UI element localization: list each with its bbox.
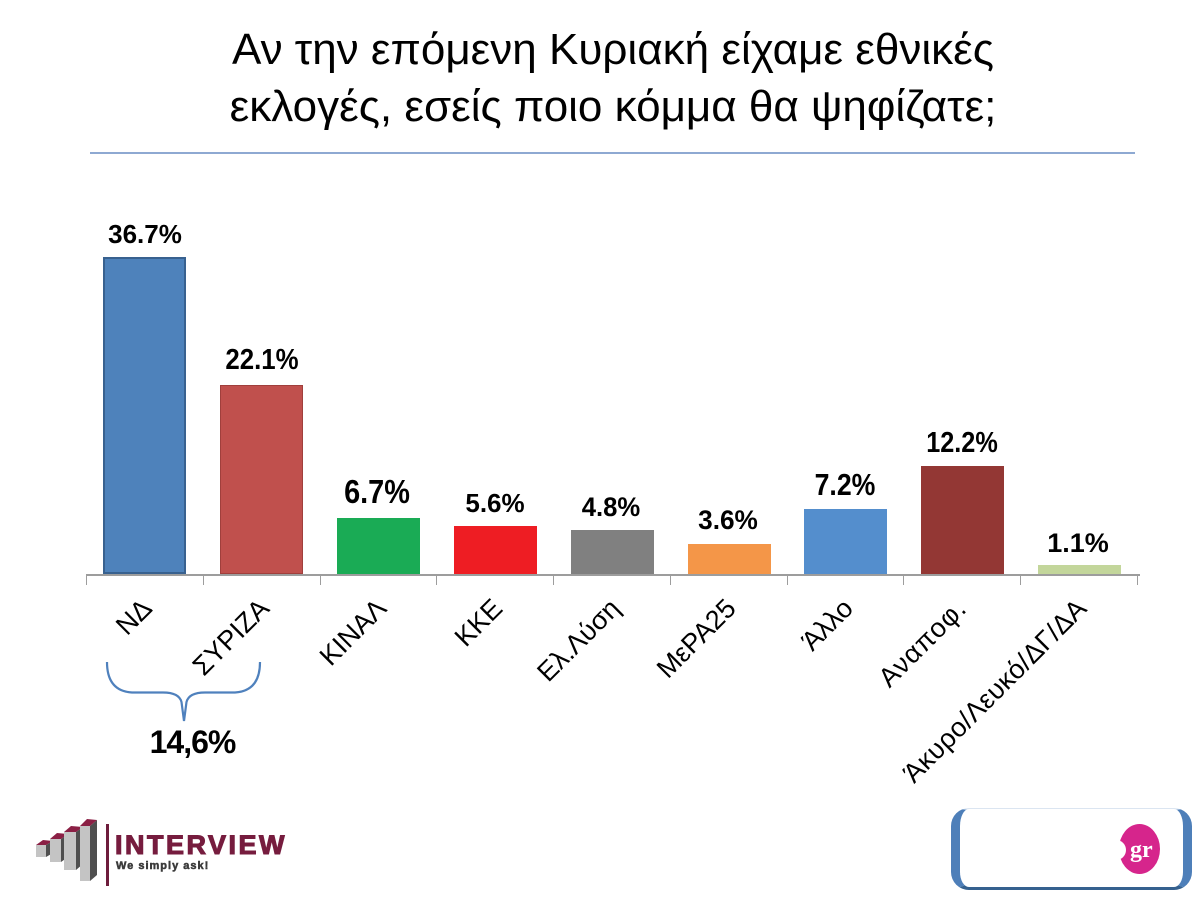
svg-text:gr: gr bbox=[1130, 837, 1153, 863]
